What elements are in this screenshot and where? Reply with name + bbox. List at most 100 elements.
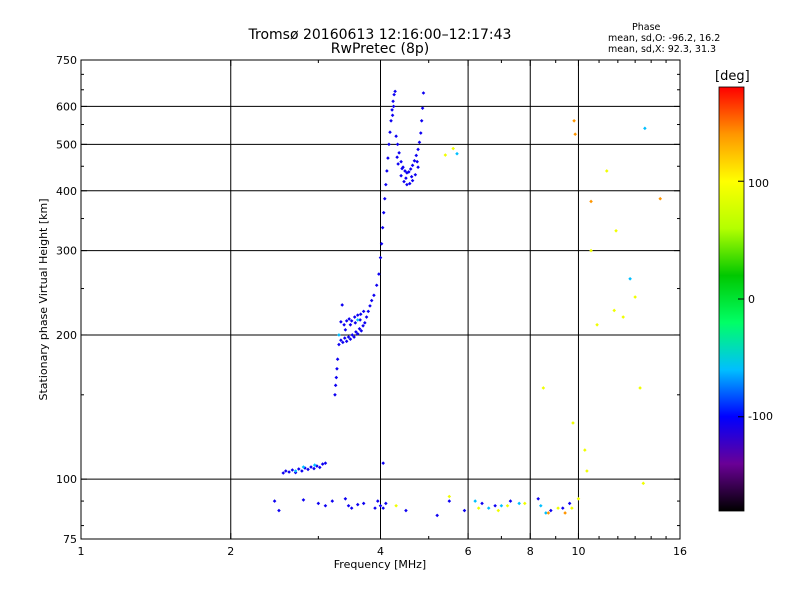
data-point bbox=[570, 506, 574, 510]
data-point bbox=[408, 167, 413, 171]
data-point bbox=[344, 319, 349, 323]
data-point bbox=[604, 169, 609, 173]
colorbar-unit-label: [deg] bbox=[715, 69, 750, 84]
grid-lines bbox=[81, 60, 680, 539]
data-point bbox=[384, 182, 388, 187]
data-point bbox=[373, 506, 377, 510]
data-point bbox=[342, 323, 346, 327]
data-point bbox=[397, 151, 401, 155]
data-point bbox=[385, 169, 389, 173]
data-point bbox=[312, 466, 316, 471]
colorbar-tick-label-100: 100 bbox=[748, 177, 769, 190]
data-point bbox=[339, 320, 343, 324]
data-point bbox=[339, 338, 343, 343]
data-point bbox=[556, 506, 560, 510]
data-point bbox=[392, 92, 396, 97]
data-point bbox=[333, 383, 338, 388]
y-tick-label: 750 bbox=[56, 54, 77, 67]
data-point bbox=[388, 130, 392, 135]
data-point bbox=[391, 99, 395, 104]
data-point bbox=[571, 421, 575, 425]
data-point bbox=[306, 467, 310, 472]
data-point bbox=[354, 330, 358, 334]
data-point bbox=[412, 158, 417, 163]
data-point bbox=[301, 465, 306, 469]
data-point bbox=[300, 469, 304, 473]
data-point bbox=[379, 241, 384, 246]
data-point bbox=[361, 309, 366, 314]
data-point bbox=[323, 503, 328, 508]
data-point bbox=[357, 327, 362, 331]
colorbar-tick-label-0: 0 bbox=[748, 293, 755, 306]
data-point bbox=[346, 335, 351, 339]
data-point bbox=[287, 470, 291, 474]
data-point bbox=[355, 502, 360, 507]
data-point bbox=[293, 469, 298, 473]
data-point bbox=[413, 172, 418, 177]
y-tick-label: 400 bbox=[56, 185, 77, 198]
data-point bbox=[317, 465, 322, 470]
data-point bbox=[486, 506, 491, 510]
data-point bbox=[358, 312, 363, 316]
data-point bbox=[389, 118, 393, 123]
data-point bbox=[347, 317, 351, 321]
data-point bbox=[621, 315, 625, 319]
y-axis-label: Stationary phase Virtual Height [km] bbox=[37, 198, 50, 400]
data-point bbox=[335, 357, 340, 362]
data-point bbox=[612, 308, 617, 313]
data-point bbox=[546, 511, 551, 515]
data-point bbox=[277, 508, 281, 513]
data-point bbox=[348, 337, 353, 341]
data-point bbox=[323, 461, 328, 465]
data-point bbox=[404, 176, 408, 180]
data-point bbox=[496, 508, 501, 513]
data-point bbox=[390, 113, 395, 118]
phase-box-line-x: mean, sd,X: 92.3, 31.3 bbox=[608, 44, 717, 55]
data-point bbox=[410, 163, 415, 168]
x-tick-label: 16 bbox=[673, 545, 687, 558]
x-axis-label: Frequency [MHz] bbox=[334, 558, 426, 571]
data-point bbox=[447, 499, 452, 503]
data-point bbox=[296, 467, 301, 471]
data-point bbox=[361, 501, 366, 506]
data-point bbox=[353, 321, 358, 325]
data-point bbox=[614, 228, 618, 233]
data-point bbox=[399, 173, 403, 178]
data-point bbox=[381, 210, 386, 215]
data-point bbox=[309, 465, 313, 469]
data-point bbox=[382, 196, 387, 201]
data-point bbox=[401, 165, 405, 169]
data-point bbox=[405, 171, 409, 175]
data-point bbox=[493, 503, 497, 508]
data-point bbox=[522, 501, 527, 506]
data-point bbox=[283, 469, 288, 473]
data-point bbox=[628, 276, 632, 281]
data-point bbox=[572, 118, 576, 123]
data-point bbox=[355, 318, 360, 322]
data-point bbox=[320, 462, 325, 466]
data-point bbox=[538, 503, 543, 508]
y-axis-ticks: 75 100 200 300 400 500 600 750 Stationary phase … bbox=[37, 54, 680, 546]
chart-title-line2: RwPretec (8p) bbox=[330, 41, 430, 57]
colorbar bbox=[718, 86, 745, 512]
data-point bbox=[421, 91, 426, 95]
y-tick-label: 500 bbox=[56, 138, 77, 151]
data-point bbox=[364, 315, 369, 319]
data-point bbox=[340, 303, 344, 307]
data-point bbox=[290, 468, 295, 472]
data-point bbox=[349, 319, 354, 323]
phase-box-heading: Phase bbox=[632, 22, 661, 33]
data-point bbox=[352, 335, 356, 339]
data-point bbox=[409, 174, 414, 179]
x-axis-ticks: 1 2 4 6 8 10 16 Frequency [MHz] bbox=[78, 60, 687, 571]
data-point bbox=[505, 503, 510, 508]
data-point bbox=[387, 142, 391, 147]
data-point bbox=[386, 156, 390, 160]
y-tick-label: 200 bbox=[56, 329, 77, 342]
data-point bbox=[375, 499, 380, 503]
data-point bbox=[396, 162, 400, 166]
data-point bbox=[355, 332, 360, 336]
data-point bbox=[451, 146, 455, 151]
data-point bbox=[419, 118, 424, 123]
